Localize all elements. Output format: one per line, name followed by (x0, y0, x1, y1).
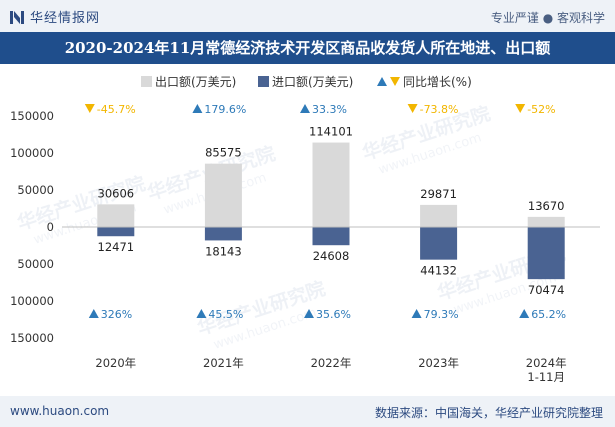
growth-up-icon (304, 309, 314, 318)
x-tick-label: 2024年 (526, 356, 567, 370)
y-tick-label: 150000 (10, 331, 54, 345)
export-bar (420, 204, 458, 227)
import-bar (97, 227, 135, 237)
import-growth-label: 79.3% (424, 308, 459, 321)
y-tick-label: 0 (47, 220, 54, 234)
export-value-label: 30606 (98, 186, 135, 200)
y-tick-label: 100000 (10, 146, 54, 160)
legend-growth-up-icon (377, 77, 387, 86)
export-value-label: 29871 (420, 187, 457, 201)
import-bar (312, 227, 350, 246)
x-tick-label: 2022年 (311, 356, 352, 370)
export-bar (527, 216, 565, 227)
import-bar (204, 227, 242, 241)
brand-name: 华经情报网 (30, 11, 101, 26)
import-value-label: 12471 (98, 240, 135, 254)
export-bar (97, 204, 135, 227)
legend-label: 出口额(万美元) (155, 75, 236, 89)
y-tick-label: 100000 (10, 294, 54, 308)
x-tick-label: 2021年 (203, 356, 244, 370)
export-bar (204, 163, 242, 227)
growth-up-icon (196, 309, 207, 318)
legend-growth-down-icon (390, 77, 400, 86)
footer-source: 数据来源：中国海关，华经产业研究院整理 (374, 406, 603, 420)
chart: 华经产业研究院www.huaon.com华经产业研究院www.huaon.com… (10, 75, 600, 384)
growth-down-icon (515, 104, 526, 113)
growth-up-icon (300, 104, 310, 113)
export-bar (312, 142, 350, 227)
legend-label: 进口额(万美元) (272, 75, 353, 89)
x-tick-label: 1-11月 (527, 370, 565, 384)
y-tick-label: 150000 (10, 109, 54, 123)
legend-swatch-import (258, 76, 269, 87)
growth-down-icon (84, 104, 95, 113)
growth-up-icon (88, 309, 99, 318)
export-value-label: 13670 (528, 199, 565, 213)
import-value-label: 18143 (205, 244, 242, 258)
import-bar (527, 227, 565, 280)
brand[interactable]: 华经情报网 (10, 7, 100, 26)
legend-swatch-export (141, 76, 152, 87)
footer: www.huaon.com 数据来源：中国海关，华经产业研究院整理 (0, 396, 615, 427)
import-growth-label: 65.2% (531, 308, 566, 321)
growth-down-icon (407, 104, 418, 113)
x-tick-label: 2020年 (95, 356, 136, 370)
growth-up-icon (192, 104, 203, 113)
import-value-label: 70474 (528, 283, 565, 297)
import-growth-label: 326% (101, 308, 132, 321)
import-bar (420, 227, 458, 260)
chart-title: 2020-2024年11月常德经济技术开发区商品收发货人所在地进、出口额 (64, 39, 551, 57)
export-value-label: 85575 (205, 146, 242, 160)
growth-up-icon (411, 309, 422, 318)
y-tick-label: 50000 (17, 183, 54, 197)
growth-up-icon (519, 309, 530, 318)
y-tick-label: 50000 (17, 257, 54, 271)
import-growth-label: 35.6% (316, 308, 351, 321)
export-value-label: 114101 (309, 125, 353, 139)
export-growth-label: 179.6% (204, 103, 246, 116)
title-bar: 2020-2024年11月常德经济技术开发区商品收发货人所在地进、出口额 (0, 32, 615, 64)
x-tick-label: 2023年 (418, 356, 459, 370)
tagline: 专业严谨 ● 客观科学 (490, 11, 605, 25)
export-growth-label: -45.7% (97, 103, 136, 116)
huajing-logo-icon (10, 10, 24, 24)
import-value-label: 44132 (420, 264, 457, 278)
import-growth-label: 45.5% (208, 308, 243, 321)
export-growth-label: -52% (527, 103, 555, 116)
legend-label: 同比增长(%) (403, 75, 472, 89)
export-growth-label: 33.3% (312, 103, 347, 116)
export-growth-label: -73.8% (420, 103, 459, 116)
import-value-label: 24608 (313, 249, 350, 263)
top-bar: 华经情报网 专业严谨 ● 客观科学 (0, 0, 615, 32)
footer-url[interactable]: www.huaon.com (10, 404, 110, 418)
